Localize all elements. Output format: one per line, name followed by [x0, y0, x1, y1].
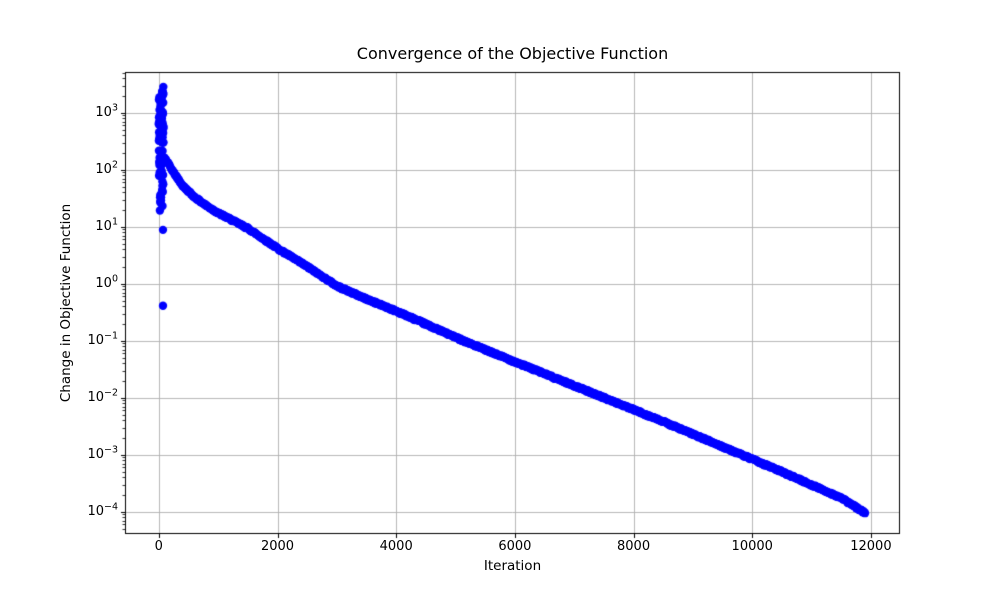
x-tick-label: 12000 — [850, 539, 892, 554]
y-tick-label: 10−3 — [87, 444, 118, 462]
y-tick-label: 10−1 — [87, 330, 118, 348]
x-tick-label: 10000 — [731, 539, 773, 554]
x-tick-label: 4000 — [379, 539, 413, 554]
x-tick-label: 6000 — [498, 539, 532, 554]
y-tick-label: 100 — [95, 273, 118, 291]
y-tick-label: 10−2 — [87, 387, 118, 405]
x-tick-label: 2000 — [260, 539, 295, 554]
x-axis-label: Iteration — [483, 558, 542, 574]
chart-title: Convergence of the Objective Function — [356, 44, 669, 63]
y-tick-label: 101 — [95, 216, 118, 234]
y-tick-label: 10−4 — [87, 501, 118, 519]
y-tick-label: 102 — [95, 159, 118, 177]
x-tick-label: 0 — [154, 539, 163, 554]
x-tick-label: 8000 — [617, 539, 651, 554]
y-tick-label: 103 — [95, 102, 118, 120]
